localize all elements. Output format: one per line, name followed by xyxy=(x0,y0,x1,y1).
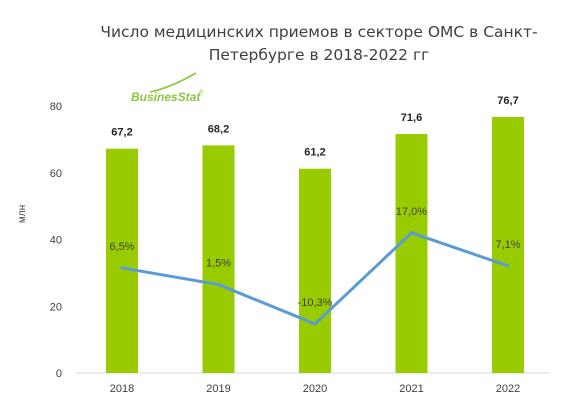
growth-line xyxy=(120,231,510,326)
bar xyxy=(202,145,235,373)
bar xyxy=(395,134,428,373)
bar xyxy=(492,117,524,373)
growth-line-series xyxy=(120,231,510,326)
x-tick-label: 2020 xyxy=(303,383,327,395)
bar-value-label: 61,2 xyxy=(304,147,325,159)
growth-label: 6,5% xyxy=(109,241,134,253)
growth-label: 17,0% xyxy=(396,206,427,218)
bars xyxy=(106,117,524,373)
growth-label: 1,5% xyxy=(206,258,231,270)
logo: BusinesStat ® xyxy=(131,72,204,104)
growth-labels: 6,5% 1,5% -10,3% 17,0% 7,1% xyxy=(109,206,520,309)
bar-value-label: 68,2 xyxy=(208,123,229,135)
x-tick-label: 2021 xyxy=(399,383,423,395)
growth-label: 7,1% xyxy=(495,239,520,251)
chart-title-line-2: Петербурге в 2018-2022 гг xyxy=(209,46,430,64)
y-tick-label: 20 xyxy=(50,301,62,313)
y-tick-label: 60 xyxy=(50,168,62,180)
bar xyxy=(299,168,331,373)
bar-value-labels: 67,2 68,2 61,2 71,6 76,7 xyxy=(111,95,518,159)
y-axis-ticks: 0 20 40 60 80 xyxy=(50,101,62,380)
bar xyxy=(106,148,138,373)
x-axis-ticks: 2018 2019 2020 2021 2022 xyxy=(110,383,520,395)
y-tick-label: 0 xyxy=(56,368,62,380)
logo-swoosh-icon xyxy=(149,72,197,93)
chart-title-line-1: Число медицинских приемов в секторе ОМС … xyxy=(100,23,537,41)
x-tick-label: 2019 xyxy=(206,383,230,395)
y-axis-label: млн xyxy=(17,205,28,223)
bar-value-label: 76,7 xyxy=(497,95,518,107)
logo-text: BusinesStat xyxy=(131,90,201,104)
logo-registered-mark: ® xyxy=(199,89,204,96)
x-tick-label: 2022 xyxy=(496,383,520,395)
x-tick-label: 2018 xyxy=(110,383,134,395)
bar-value-label: 71,6 xyxy=(401,112,422,124)
y-tick-label: 80 xyxy=(50,101,62,113)
growth-label: -10,3% xyxy=(298,297,333,309)
bar-value-label: 67,2 xyxy=(111,127,132,139)
y-tick-label: 40 xyxy=(50,235,62,247)
